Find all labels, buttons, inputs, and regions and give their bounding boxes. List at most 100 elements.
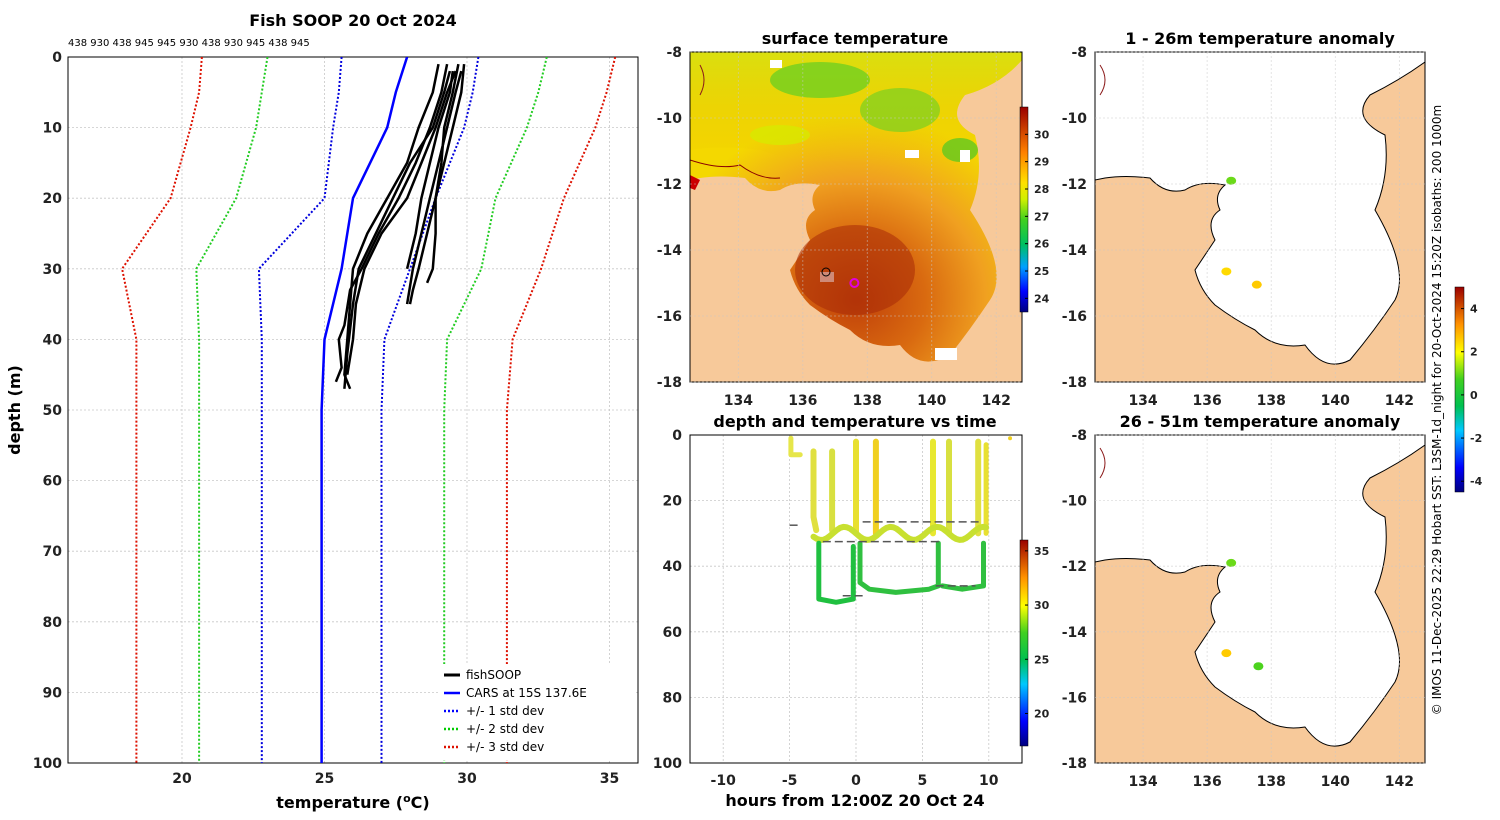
sst-coast: [690, 159, 781, 179]
std1-left-line: [257, 57, 343, 763]
colorbar-tick-label: 4: [1470, 303, 1478, 316]
anomaly-point: [1253, 662, 1264, 671]
anomaly2-points: [1221, 558, 1264, 671]
legend-box: [440, 664, 636, 760]
map-ytick-label: -14: [1062, 243, 1088, 259]
colorbar-tick-label: 20: [1034, 707, 1050, 720]
anomaly1-map: [1095, 52, 1425, 382]
map-ytick-label: -10: [657, 111, 683, 127]
profile-ticks: 20 25 30 35 0 10 20 30 40 50 60 70 80 90 100: [33, 50, 619, 787]
timeseries-track: [810, 448, 820, 534]
profile-cast-ids: 438 930 438 945 945 930 438 930 945 438 …: [68, 38, 310, 49]
profile-panel: Fish SOOP 20 Oct 2024 438 930 438 945 94…: [5, 11, 639, 813]
map-ytick-label: -14: [657, 243, 683, 259]
timeseries-data: [788, 435, 1013, 605]
timeseries-track: [788, 435, 803, 458]
sst-cool-patch: [770, 62, 870, 98]
sst-cloud: [905, 150, 919, 158]
colorbar-tick-label: 26: [1034, 238, 1050, 251]
credit-text: © IMOS 11-Dec-2025 22:29 Hobart SST: L3S…: [1430, 105, 1444, 716]
sst-location-marker: [849, 278, 860, 288]
sst-mild-patch: [750, 125, 810, 145]
colorbar-tick-label: 27: [1034, 210, 1049, 223]
colorbar-tick-label: 24: [1034, 292, 1050, 305]
profile-grid: [68, 56, 638, 764]
map-xtick-label: 140: [1321, 774, 1350, 790]
map-xtick-label: 136: [788, 393, 817, 409]
fishsoop-cast-line: [405, 70, 463, 305]
profile-ytick-label: 90: [43, 685, 63, 701]
colorbar-tick-label: -4: [1470, 475, 1483, 488]
timeseries-xlabel: hours from 12:00Z 20 Oct 24: [725, 791, 984, 810]
map-ytick-label: -8: [666, 45, 682, 61]
timeseries-xtick-label: 5: [918, 773, 928, 789]
profile-ytick-label: 70: [43, 544, 63, 560]
anomaly1-title: 1 - 26m temperature anomaly: [1125, 29, 1395, 48]
colorbar-tick-label: 2: [1470, 346, 1478, 359]
profile-ytick-label: 0: [52, 50, 62, 66]
timeseries-ytick-label: 80: [663, 690, 683, 706]
profile-xlabel: temperature (oC): [276, 792, 429, 813]
sst-red-patch: [690, 175, 700, 190]
anomaly2-island: [1099, 447, 1106, 479]
timeseries-xtick-label: 0: [851, 773, 861, 789]
timeseries-band: [810, 523, 990, 543]
map-xtick-label: 142: [1385, 774, 1414, 790]
profile-ytick-label: 80: [43, 615, 63, 631]
colorbar-tick-label: 30: [1034, 599, 1050, 612]
map-xtick-label: 138: [853, 393, 882, 409]
legend-std3: +/- 3 std dev: [466, 740, 544, 754]
profile-ytick-label: 40: [43, 332, 63, 348]
profile-xtick-label: 20: [172, 771, 192, 787]
profile-xtick-label: 35: [600, 771, 619, 787]
anomaly1-island: [1099, 64, 1106, 96]
timeseries-ytick-label: 40: [663, 559, 683, 575]
timeseries-deep-track: [857, 540, 941, 595]
profile-title: Fish SOOP 20 Oct 2024: [249, 11, 457, 30]
profile-ytick-label: 30: [43, 262, 63, 278]
colorbar-tick-label: 28: [1034, 183, 1049, 196]
timeseries-deep-track: [816, 540, 856, 605]
timeseries-title: depth and temperature vs time: [713, 412, 996, 431]
anomaly1-panel: 1 - 26m temperature anomaly 134 136 138 140…: [1062, 29, 1426, 409]
fishsoop-cast-line: [425, 63, 460, 284]
sst-warm-core: [795, 225, 915, 315]
std1-right-line: [380, 57, 480, 763]
timeseries-colorbar-ticks: 20 25 30 35: [1025, 545, 1050, 720]
colorbar-tick-label: 0: [1470, 389, 1478, 402]
map-ytick-label: -16: [657, 309, 682, 325]
anomaly-point: [1221, 267, 1232, 276]
profile-ytick-label: 20: [43, 191, 63, 207]
profile-ytick-label: 60: [43, 474, 63, 490]
colorbar-tick-label: 35: [1034, 545, 1049, 558]
anomaly2-title: 26 - 51m temperature anomaly: [1120, 412, 1401, 431]
fishsoop-cast-line: [343, 70, 452, 389]
legend-std2: +/- 2 std dev: [466, 722, 544, 736]
map-ytick-label: -12: [657, 177, 682, 193]
sst-colorbar-ticks: 24 25 26 27 28 29 30: [1025, 128, 1050, 305]
anomaly1-ticks: 134 136 138 140 142 -8 -10 -12 -14 -16 -18: [1062, 45, 1425, 409]
anomaly-point: [1226, 558, 1237, 567]
map-ytick-label: -16: [1062, 690, 1087, 706]
cars-mean-line: [320, 57, 409, 763]
timeseries-ytick-label: 100: [653, 756, 682, 772]
profile-xtick-label: 30: [457, 771, 477, 787]
map-ytick-label: -8: [1071, 428, 1087, 444]
profile-lines: [121, 57, 617, 763]
legend-std1: +/- 1 std dev: [466, 704, 544, 718]
map-xtick-label: 140: [1321, 393, 1350, 409]
map-xtick-label: 138: [1257, 393, 1286, 409]
timeseries-xtick-label: 10: [979, 773, 999, 789]
profile-ytick-label: 10: [43, 121, 63, 137]
map-xtick-label: 142: [982, 393, 1011, 409]
sst-ticks: 134 136 138 140 142 -8 -10 -12 -14 -16 -18: [657, 45, 1022, 409]
timeseries-xtick-label: -10: [711, 773, 737, 789]
sst-map: [690, 52, 1022, 382]
map-xtick-label: 134: [1128, 393, 1157, 409]
profile-legend: fishSOOP CARS at 15S 137.6E +/- 1 std de…: [440, 664, 636, 760]
timeseries-ytick-label: 20: [663, 494, 683, 510]
map-ytick-label: -10: [1062, 111, 1088, 127]
colorbar-tick-label: 25: [1034, 653, 1049, 666]
std2-left-line: [195, 57, 269, 763]
profile-ylabel: depth (m): [5, 365, 24, 455]
